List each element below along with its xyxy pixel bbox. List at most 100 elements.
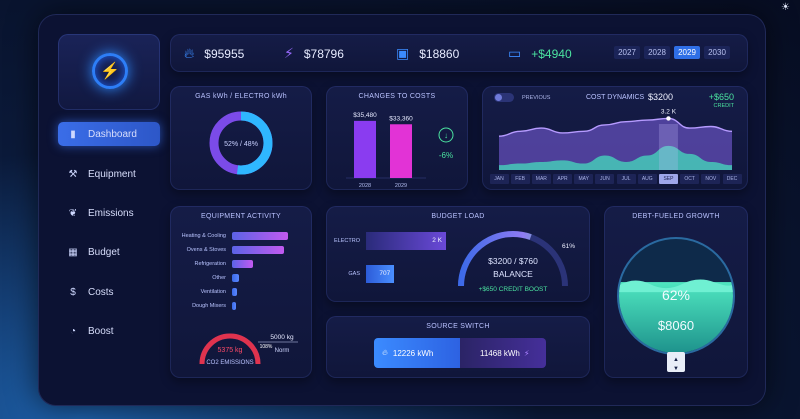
month-may[interactable]: MAY [574,174,594,184]
selected-month-highlight [658,124,678,170]
month-nov[interactable]: NOV [701,174,721,184]
month-dec[interactable]: DEC [722,174,742,184]
cost-dynamics-area-chart: 3.2 K [498,108,733,170]
credit-boost: +$650 CREDIT BOOST [479,286,548,293]
gas-source-button[interactable]: 🔥︎ 12226 kWh [374,338,460,368]
previous-toggle[interactable] [494,93,514,102]
panel-title: DEBT-FUELED GROWTH [632,213,720,220]
gauge-fill [458,231,568,287]
debt-amount: $8060 [658,318,694,333]
month-feb[interactable]: FEB [510,174,530,184]
battery-stat: ▭ +$4940 [508,45,572,62]
sidebar-item-label: Equipment [88,168,136,180]
corner-sun-icon[interactable]: ☀ [781,2,790,13]
x-tick-2028: 2028 [359,183,371,189]
svg-text:↓: ↓ [444,131,448,140]
sidebar-item-emissions[interactable]: ❦ Emissions [58,201,160,225]
month-aug[interactable]: AUG [637,174,657,184]
debt-panel: DEBT-FUELED GROWTH 62% $8060 ▲ ▼ [604,206,748,378]
sidebar-item-label: Costs [88,286,114,298]
wallet-icon: ▣ [396,45,410,61]
wallet-stat: ▣ $18860 [396,45,459,62]
budget-electro-label: ELECTRO [334,238,360,244]
co2-label: CO2 EMISSIONS [206,360,253,366]
sidebar-item-label: Boost [88,325,114,337]
wallet-stat-value: $18860 [419,46,460,61]
co2-percent: 108% [260,344,273,350]
wrench-icon: ⚒ [68,168,78,180]
electro-source-button[interactable]: 11468 kWh ⚡︎ [460,338,546,368]
chevron-down-icon[interactable]: ▼ [673,366,679,372]
balance-amount: $3200 / $760 [488,256,538,266]
cost-dynamics-title: COST DYNAMICS [586,94,645,101]
gas-source-value: 12226 kWh [392,348,434,358]
chevron-up-icon[interactable]: ▲ [673,357,679,363]
sidebar-item-boost[interactable]: ◔ Boost [58,319,160,343]
previous-line [498,117,733,137]
bar-2029-label: $33,360 [389,115,413,122]
flame-icon: 🔥︎ [382,348,388,357]
budget-electro-bar-label: 2 K [432,237,442,244]
month-oct[interactable]: OCT [680,174,700,184]
equipment-panel: EQUIPMENT ACTIVITY Heating & Cooling Oven… [170,206,312,378]
donut-chart: 52% / 48% [209,111,273,175]
changes-bar-chart: $35,480 $33,360 2028 2029 ↓ -6% [346,112,454,189]
flask-wave [619,279,733,293]
month-selector: JAN FEB MAR APR MAY JUN JUL AUG SEP OCT NOV DEC [489,174,742,184]
month-apr[interactable]: APR [553,174,573,184]
equipment-label: Other [212,275,226,281]
bar-2028-label: $35,480 [353,112,377,119]
equipment-label: Refrigeration [194,261,227,267]
equipment-bar [232,260,253,268]
stepper-control[interactable] [667,352,685,372]
month-mar[interactable]: MAR [531,174,551,184]
equipment-bar [232,288,238,296]
sidebar-item-label: Emissions [88,207,134,219]
electro-stat-value: $78796 [303,46,344,61]
gauge-fill [199,333,261,365]
panel-title: BUDGET LOAD [431,213,485,220]
equipment-label: Ventilation [200,289,226,295]
year-2028[interactable]: 2028 [644,46,670,59]
bar-2029 [390,124,412,178]
debt-percent: 62% [662,287,690,303]
calculator-icon: ▦ [68,246,78,258]
month-sep[interactable]: SEP [658,174,678,184]
cost-dynamics-panel: PREVIOUS COST DYNAMICS $3200 +$650 CREDI… [482,86,748,190]
battery-stat-value: +$4940 [531,46,572,61]
sidebar-item-dashboard[interactable]: ▮ Dashboard [58,122,160,146]
panel-title: EQUIPMENT ACTIVITY [201,213,281,220]
debt-flask: 62% $8060 ▲ ▼ [617,237,735,372]
sidebar-item-label: Budget [88,246,120,258]
sidebar-item-label: Dashboard [88,128,137,140]
year-2030[interactable]: 2030 [704,46,730,59]
current-area [499,145,732,170]
sidebar-item-costs[interactable]: $ Costs [58,280,160,304]
month-jan[interactable]: JAN [489,174,509,184]
budget-gas-bar-label: 707 [379,270,391,277]
changes-panel: CHANGES TO COSTS $35,480 $33,360 2028 20… [326,86,468,190]
budget-gas-label: GAS [348,271,360,277]
gas-stat-value: $95955 [204,46,245,61]
month-jul[interactable]: JUL [616,174,636,184]
budget-gauge: 61% $3200 / $760 BALANCE +$650 CREDIT BO… [458,231,575,293]
gauge-percent: 61% [562,243,575,250]
gas-electro-panel: GAS kWh / ELECTRO kWh 52% / 48% [170,86,312,190]
year-2029[interactable]: 2029 [674,46,700,59]
month-jun[interactable]: JUN [595,174,615,184]
previous-label: PREVIOUS [522,95,551,101]
equipment-label: Heating & Cooling [181,233,226,239]
peak-point [666,116,671,121]
panel-title: GAS kWh / ELECTRO kWh [195,93,287,100]
equipment-label: Ovens & Stoves [186,247,226,253]
donut-center-text: 52% / 48% [224,141,258,148]
norm-value: 5000 kg [270,334,294,341]
equipment-label: Dough Mixers [192,303,226,309]
lightning-icon: ⚡ [92,53,128,89]
sidebar-item-budget[interactable]: ▦ Budget [58,240,160,264]
year-2027[interactable]: 2027 [614,46,640,59]
peak-label: 3.2 K [661,108,677,115]
sidebar-item-equipment[interactable]: ⚒ Equipment [58,162,160,186]
equipment-bar [232,302,236,310]
credit-value: +$650 [708,92,734,102]
